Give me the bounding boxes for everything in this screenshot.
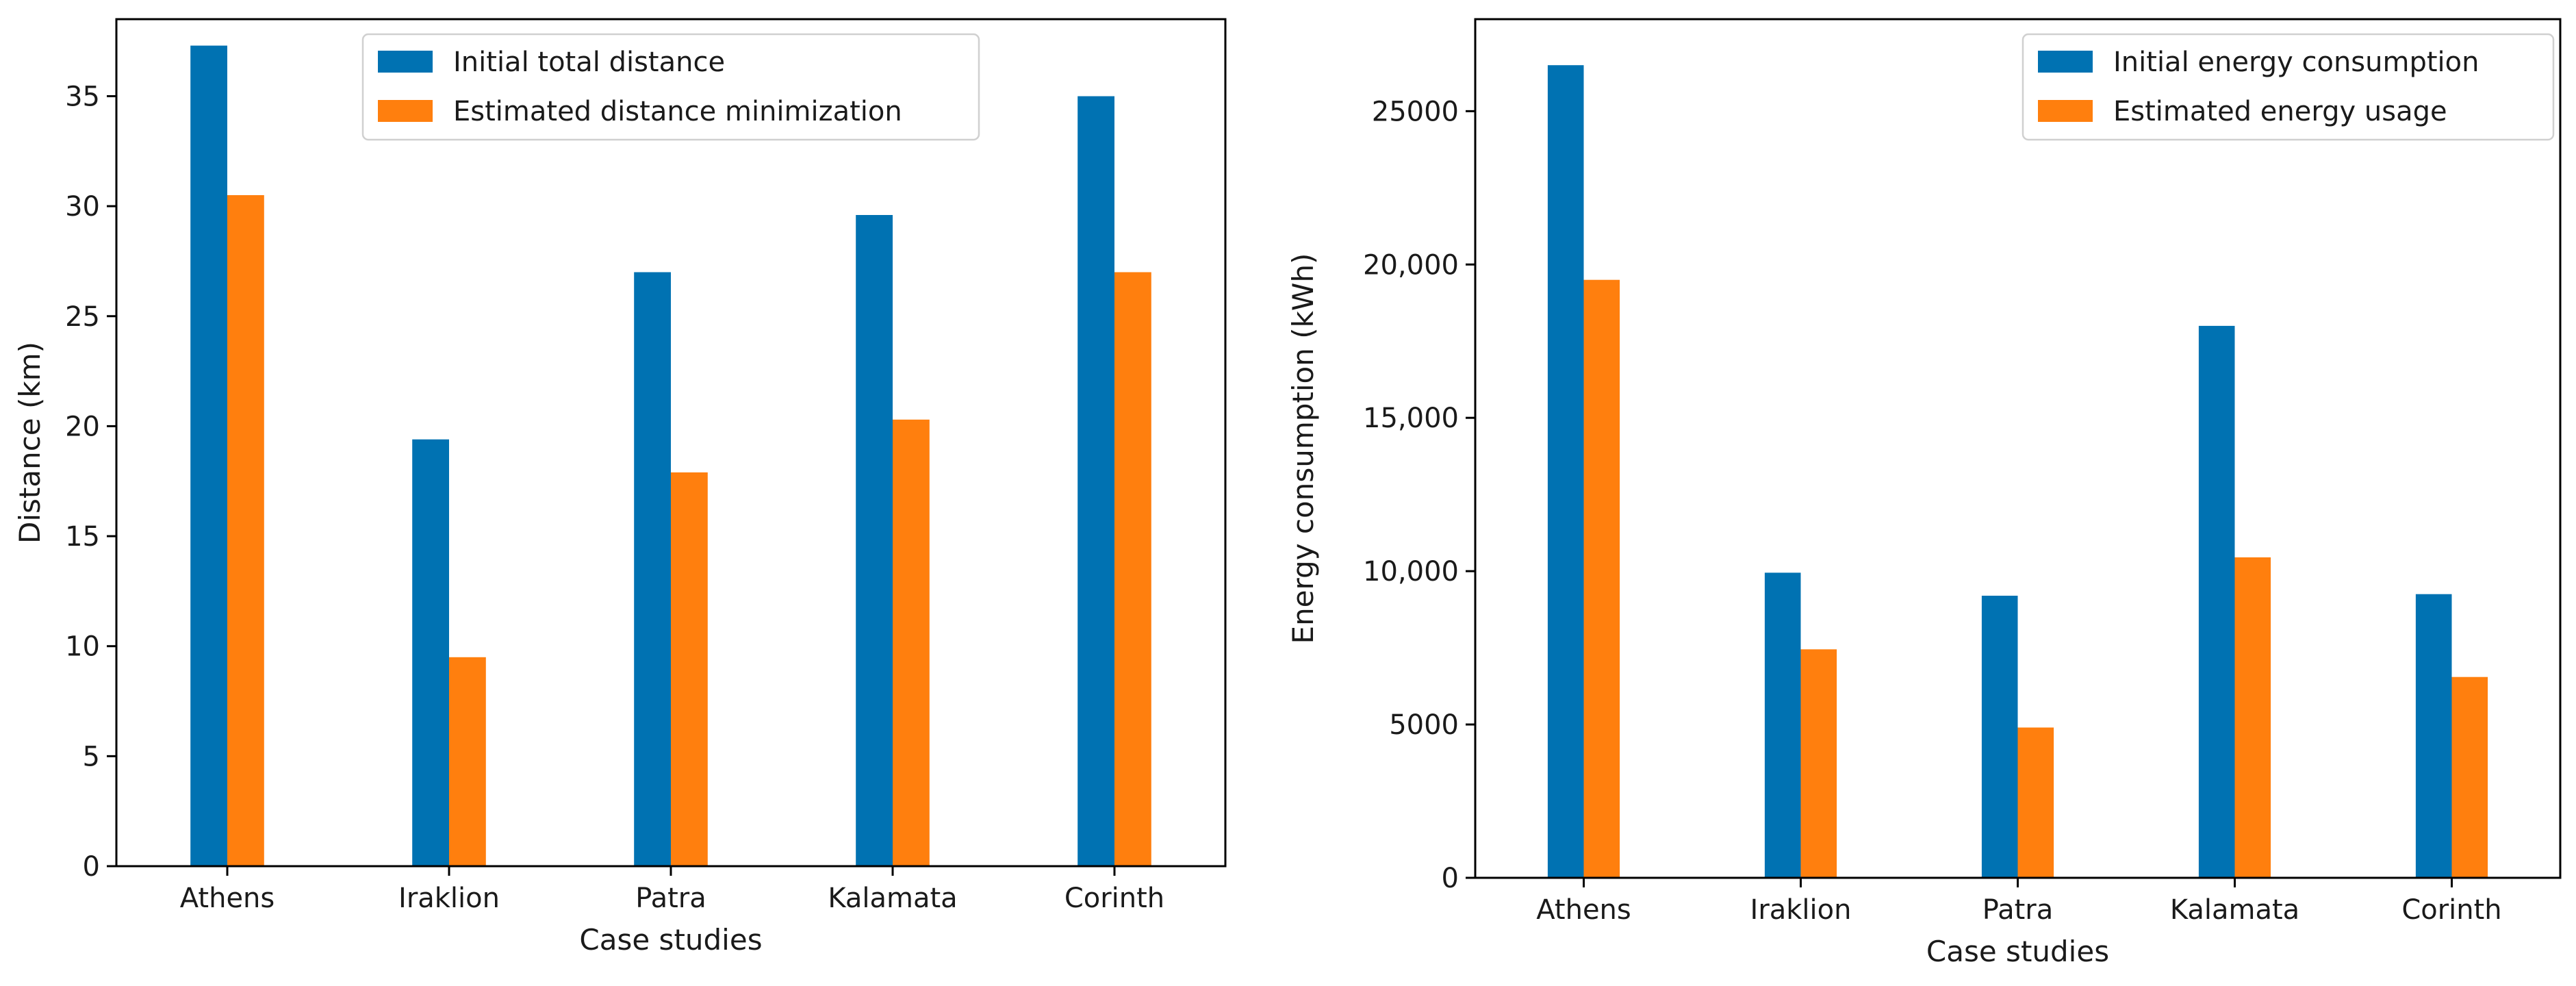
y-axis-title: Energy consumption (kWh) xyxy=(1286,253,1320,644)
bar-initial-corinth xyxy=(2415,594,2452,878)
y-tick-label: 0 xyxy=(83,851,100,883)
bar-estimated-iraklion xyxy=(1800,649,1837,878)
legend: Initial energy consumption Estimated ener… xyxy=(2022,33,2555,141)
legend: Initial total distance Estimated distance… xyxy=(361,33,980,141)
bar-estimated-athens xyxy=(227,195,264,866)
x-tick-label-iraklion: Iraklion xyxy=(398,883,500,914)
x-tick-label-athens: Athens xyxy=(180,883,275,914)
legend-swatch-2 xyxy=(2038,100,2093,122)
legend-swatch-1 xyxy=(2038,51,2093,73)
bar-initial-kalamata xyxy=(2198,325,2235,878)
bar-initial-kalamata xyxy=(856,215,893,866)
bar-estimated-iraklion xyxy=(449,657,486,866)
x-tick-label-kalamata: Kalamata xyxy=(2170,894,2299,926)
x-tick-label-kalamata: Kalamata xyxy=(828,883,957,914)
y-tick-label: 25 xyxy=(65,301,100,333)
bar-estimated-kalamata xyxy=(2234,557,2271,878)
legend-label-2: Estimated distance minimization xyxy=(453,96,902,127)
bar-estimated-corinth xyxy=(1114,272,1151,866)
legend-box xyxy=(361,33,980,141)
bar-initial-athens xyxy=(1547,65,1584,878)
bar-estimated-patra xyxy=(671,472,708,866)
x-tick-label-patra: Patra xyxy=(1982,894,2053,926)
x-tick-label-corinth: Corinth xyxy=(2401,894,2501,926)
x-axis-title: Case studies xyxy=(1926,935,2109,968)
legend-label-1: Initial energy consumption xyxy=(2113,47,2479,78)
y-tick-label: 35 xyxy=(65,81,100,112)
y-tick-label: 20 xyxy=(65,411,100,442)
x-tick-label-patra: Patra xyxy=(635,883,706,914)
y-axis-title: Distance (km) xyxy=(13,342,47,544)
bar-initial-patra xyxy=(634,272,671,866)
y-tick-label: 5 xyxy=(83,741,100,772)
bar-initial-corinth xyxy=(1077,96,1114,866)
y-tick-label: 25000 xyxy=(1372,96,1459,127)
bar-estimated-patra xyxy=(2017,727,2054,878)
legend-label-1: Initial total distance xyxy=(453,47,725,78)
bar-initial-athens xyxy=(190,45,227,867)
legend-swatch-1 xyxy=(378,51,433,73)
y-tick-label: 15,000 xyxy=(1363,403,1459,434)
distance-chart: 0 5 10 15 20 25 30 35 Athens Iraklion Patra Kalamat… xyxy=(13,18,1227,957)
bar-estimated-athens xyxy=(1583,279,1620,878)
x-tick-label-corinth: Corinth xyxy=(1064,883,1164,914)
bar-initial-iraklion xyxy=(412,439,449,866)
y-tick-label: 5000 xyxy=(1389,709,1459,741)
bar-estimated-kalamata xyxy=(893,419,930,866)
y-tick-label: 15 xyxy=(65,521,100,553)
bar-estimated-corinth xyxy=(2451,677,2488,878)
legend-box xyxy=(2022,33,2555,141)
y-tick-label: 20,000 xyxy=(1363,249,1459,281)
y-tick-label: 30 xyxy=(65,191,100,223)
x-tick-label-athens: Athens xyxy=(1536,894,1631,926)
x-tick-label-iraklion: Iraklion xyxy=(1750,894,1852,926)
legend-label-2: Estimated energy usage xyxy=(2113,96,2447,127)
x-axis-title: Case studies xyxy=(579,923,762,957)
bar-initial-iraklion xyxy=(1764,572,1801,878)
bar-initial-patra xyxy=(1981,596,2018,878)
y-tick-label: 10,000 xyxy=(1363,556,1459,587)
legend-swatch-2 xyxy=(378,100,433,122)
energy-chart: 0 5000 10,000 15,000 20,000 25000 Athens Irakli… xyxy=(1286,18,2562,968)
y-tick-label: 10 xyxy=(65,631,100,663)
y-tick-label: 0 xyxy=(1442,863,1459,894)
